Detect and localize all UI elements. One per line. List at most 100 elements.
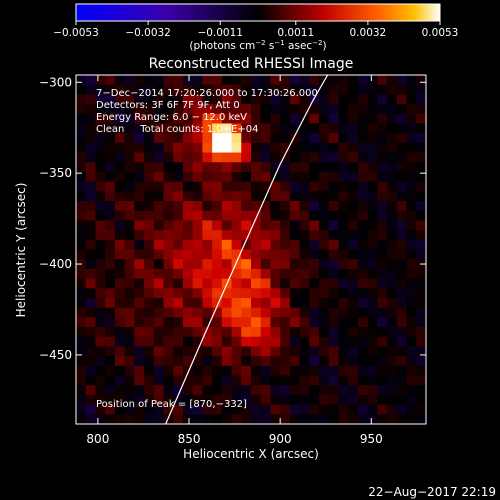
heatmap-cell xyxy=(221,288,233,299)
heatmap-cell xyxy=(76,414,87,424)
heatmap-cell xyxy=(241,259,252,270)
heatmap-cell xyxy=(153,94,165,105)
heatmap-cell xyxy=(124,385,135,396)
heatmap-cell xyxy=(328,201,340,212)
heatmap-cell xyxy=(173,375,184,386)
heatmap-cell xyxy=(319,356,330,367)
heatmap-cell xyxy=(396,317,408,328)
heatmap-cell xyxy=(377,404,388,415)
heatmap-cell xyxy=(114,356,126,367)
heatmap-cell xyxy=(367,375,378,386)
heatmap-cell xyxy=(105,104,116,115)
heatmap-cell xyxy=(406,327,417,338)
heatmap-cell xyxy=(270,162,281,173)
heatmap-cell xyxy=(328,278,340,289)
heatmap-cell xyxy=(76,94,87,105)
heatmap-cell xyxy=(95,259,106,270)
heatmap-cell xyxy=(328,317,340,328)
heatmap-cell xyxy=(289,133,301,144)
heatmap-cell xyxy=(280,249,291,260)
heatmap-cell xyxy=(406,133,417,144)
heatmap-cell xyxy=(202,346,213,357)
heatmap-cell xyxy=(270,123,281,134)
heatmap-cell xyxy=(114,259,126,270)
heatmap-cell xyxy=(202,259,213,270)
heatmap-cell xyxy=(377,346,388,357)
heatmap-cell xyxy=(221,385,233,396)
heatmap-cell xyxy=(212,297,223,309)
colorbar-tick-label: −0.0032 xyxy=(125,27,171,39)
heatmap-cell xyxy=(212,278,223,289)
heatmap-cell xyxy=(338,210,349,222)
heatmap-cell xyxy=(76,239,87,251)
heatmap-cell xyxy=(114,104,126,115)
heatmap-cell xyxy=(95,307,106,318)
heatmap-cell xyxy=(319,201,330,212)
heatmap-cell xyxy=(95,336,106,348)
heatmap-cell xyxy=(348,84,359,95)
heatmap-cell xyxy=(192,278,203,289)
heatmap-cell xyxy=(231,259,242,270)
heatmap-cell xyxy=(105,365,116,377)
heatmap-cell xyxy=(387,191,398,202)
heatmap-cell xyxy=(124,297,135,309)
heatmap-cell xyxy=(357,346,369,357)
heatmap-cell xyxy=(95,94,106,105)
heatmap-cell xyxy=(153,220,165,231)
heatmap-cell xyxy=(289,268,301,280)
heatmap-cell xyxy=(212,191,223,202)
heatmap-cell xyxy=(338,327,349,338)
heatmap-cell xyxy=(348,259,359,270)
heatmap-cell xyxy=(95,104,106,115)
heatmap-cell xyxy=(319,336,330,348)
heatmap-cell xyxy=(377,191,388,202)
heatmap-cell xyxy=(144,239,155,251)
heatmap-cell xyxy=(416,152,426,163)
heatmap-cell xyxy=(241,356,252,367)
heatmap-cell xyxy=(105,346,116,357)
heatmap-cell xyxy=(416,317,426,328)
heatmap-cell xyxy=(192,162,203,173)
heatmap-cell xyxy=(241,336,252,348)
heatmap-cell xyxy=(416,327,426,338)
heatmap-cell xyxy=(357,249,369,260)
heatmap-cell xyxy=(114,288,126,299)
heatmap-cell xyxy=(270,385,281,396)
heatmap-cell xyxy=(153,201,165,212)
heatmap-cell xyxy=(182,346,194,357)
heatmap-cell xyxy=(124,404,135,415)
heatmap-cell xyxy=(173,394,184,406)
heatmap-cell xyxy=(251,152,262,163)
heatmap-cell xyxy=(163,346,174,357)
heatmap-cell xyxy=(163,191,174,202)
heatmap-cell xyxy=(299,142,310,154)
heatmap-cell xyxy=(319,162,330,173)
heatmap-cell xyxy=(76,307,87,318)
heatmap-cell xyxy=(76,336,87,348)
heatmap-cell xyxy=(309,297,320,309)
heatmap-cell xyxy=(260,201,272,212)
heatmap-cell xyxy=(231,220,242,231)
heatmap-cell xyxy=(163,239,174,251)
heatmap-cell xyxy=(270,152,281,163)
heatmap-cell xyxy=(270,414,281,424)
heatmap-cell xyxy=(289,113,301,125)
heatmap-cell xyxy=(387,104,398,115)
heatmap-cell xyxy=(377,394,388,406)
heatmap-cell xyxy=(367,297,378,309)
heatmap-cell xyxy=(182,142,194,154)
heatmap-cell xyxy=(338,356,349,367)
heatmap-cell xyxy=(280,278,291,289)
heatmap-cell xyxy=(289,327,301,338)
heatmap-cell xyxy=(251,327,262,338)
y-tick-label: −400 xyxy=(39,257,72,271)
heatmap-cell xyxy=(144,297,155,309)
heatmap-cell xyxy=(134,356,145,367)
heatmap-cell xyxy=(76,317,87,328)
heatmap-cell xyxy=(212,220,223,231)
heatmap-cell xyxy=(134,104,145,115)
heatmap-cell xyxy=(289,288,301,299)
heatmap-cell xyxy=(251,317,262,328)
heatmap-cell xyxy=(124,171,135,183)
heatmap-cell xyxy=(173,230,184,241)
